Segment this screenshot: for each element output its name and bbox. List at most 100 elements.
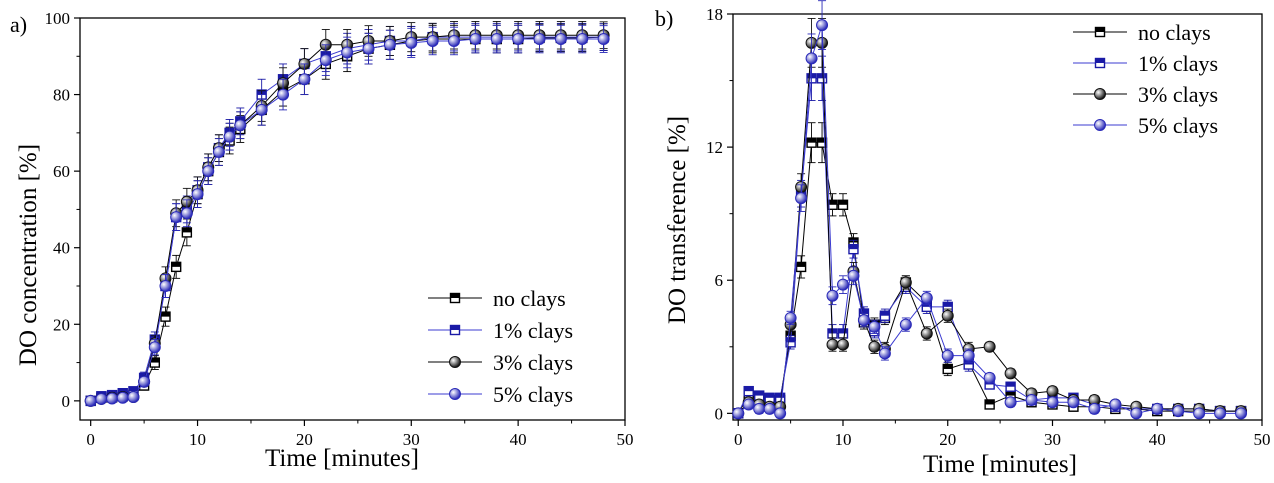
marker-sphere <box>1067 396 1080 409</box>
legend-label: 3% clays <box>1138 82 1218 107</box>
marker-sphere <box>95 392 108 405</box>
data-point <box>857 314 870 327</box>
marker-sphere <box>983 371 996 384</box>
marker-sphere <box>170 211 183 224</box>
legend-label: 5% clays <box>493 382 573 407</box>
series-line <box>90 36 604 402</box>
marker-sphere <box>576 33 589 46</box>
marker-sphere <box>983 340 996 353</box>
marker-sphere <box>868 340 881 353</box>
data-point <box>95 392 108 405</box>
marker-square-fill <box>139 373 149 378</box>
data-point <box>223 130 236 143</box>
data-point <box>879 310 891 321</box>
marker-sphere <box>180 207 193 220</box>
data-point <box>181 227 193 238</box>
marker-sphere <box>449 356 461 368</box>
data-point <box>984 399 995 410</box>
data-point <box>1151 402 1164 415</box>
marker-square-fill <box>1006 382 1016 387</box>
data-point <box>234 119 247 132</box>
data-point <box>127 391 140 404</box>
data-point <box>341 46 354 59</box>
marker-sphere <box>597 33 610 46</box>
marker-sphere <box>202 165 215 178</box>
data-point <box>1025 394 1038 407</box>
data-point <box>1067 396 1080 409</box>
panel-a-label: a) <box>10 12 27 37</box>
x-axis-ticks: 0 10 20 30 40 50 <box>734 420 1271 449</box>
data-point <box>576 33 589 46</box>
marker-square-fill <box>765 393 775 398</box>
x-tick-label: 30 <box>403 430 420 449</box>
marker-sphere <box>962 349 975 362</box>
marker-sphere <box>255 103 268 116</box>
marker-square-fill <box>128 386 138 392</box>
data-point <box>826 289 839 302</box>
data-point <box>795 261 807 273</box>
marker-sphere <box>920 327 933 340</box>
data-point <box>837 328 849 339</box>
marker-sphere <box>405 36 418 49</box>
series-1-clays <box>85 22 609 407</box>
panel-a-x-axis-label: Time [minutes] <box>265 445 419 472</box>
data-point <box>448 34 461 47</box>
panel-b-label: b) <box>655 6 673 31</box>
data-point <box>106 392 119 405</box>
data-point <box>806 137 817 148</box>
y-axis-ticks: 0 20 40 60 80 100 <box>45 9 80 411</box>
series-1-clays <box>733 55 1247 419</box>
marker-square-fill <box>880 311 890 316</box>
x-axis-ticks: 0 10 20 30 40 50 <box>86 420 634 449</box>
marker-sphere <box>868 320 881 333</box>
marker-square-fill <box>150 358 160 363</box>
data-point <box>732 407 745 420</box>
marker-sphere <box>826 338 839 351</box>
data-point <box>983 340 996 353</box>
y-tick-label: 60 <box>53 162 70 181</box>
data-point <box>753 402 766 415</box>
data-point <box>1109 398 1122 411</box>
legend-entry: 1% clays <box>1073 51 1218 76</box>
legend-entry: 3% clays <box>1073 82 1218 107</box>
marker-sphere <box>899 276 912 289</box>
marker-sphere <box>1172 405 1185 418</box>
marker-sphere <box>490 33 503 46</box>
marker-sphere <box>784 311 797 324</box>
data-point <box>362 42 375 55</box>
marker-sphere <box>277 88 290 101</box>
data-point <box>1004 396 1017 409</box>
marker-sphere <box>857 314 870 327</box>
marker-square-fill <box>182 227 192 233</box>
data-point <box>774 407 787 420</box>
data-point <box>160 311 171 322</box>
data-point <box>116 391 129 404</box>
panel-b: b) Time [minutes] DO transference [%] 0 1… <box>655 0 1271 478</box>
data-point <box>1193 407 1206 420</box>
legend-label: 5% clays <box>1138 113 1218 138</box>
data-point <box>1172 405 1185 418</box>
data-point <box>170 261 182 273</box>
panel-a: a) Time [minutes] DO concentration [%] 0… <box>10 9 634 472</box>
marker-sphere <box>816 19 829 32</box>
legend-marker <box>1094 88 1106 100</box>
series-line <box>90 34 604 402</box>
marker-square-fill <box>1006 391 1016 396</box>
data-point <box>785 337 796 348</box>
marker-sphere <box>469 33 482 46</box>
data-point <box>941 309 954 322</box>
panel-b-y-axis-label: DO transference [%] <box>664 116 691 324</box>
data-point <box>277 88 290 101</box>
marker-square-fill <box>943 302 953 307</box>
marker-sphere <box>159 280 172 292</box>
marker-sphere <box>554 33 567 46</box>
x-tick-label: 20 <box>939 430 956 449</box>
marker-sphere <box>836 338 849 351</box>
data-point <box>533 33 546 46</box>
legend-entry: 5% clays <box>428 382 573 407</box>
data-point <box>837 199 849 210</box>
marker-sphere <box>941 309 954 322</box>
data-point <box>512 33 525 46</box>
marker-sphere <box>826 289 839 302</box>
marker-square-fill <box>1095 27 1105 32</box>
